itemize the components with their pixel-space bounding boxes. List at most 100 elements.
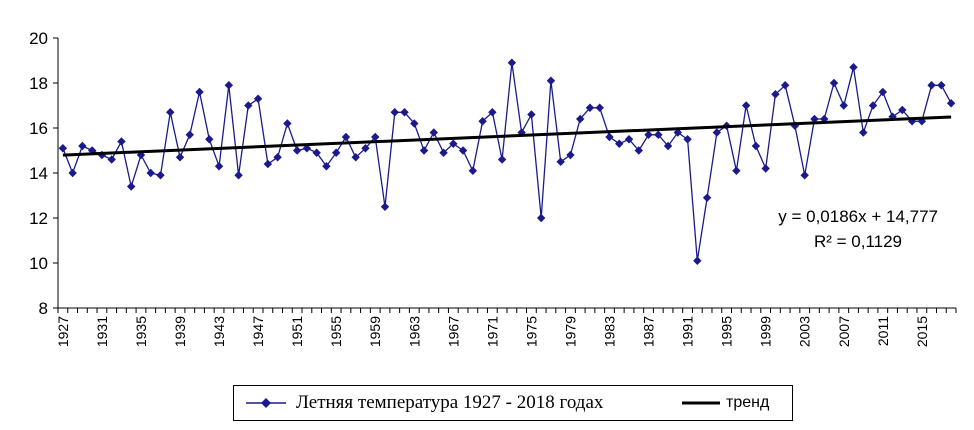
temperature-line xyxy=(62,62,952,261)
y-tick-label: 18 xyxy=(29,74,48,93)
x-tick-label: 2015 xyxy=(914,316,930,347)
data-point xyxy=(556,157,565,166)
x-tick-label: 1947 xyxy=(250,316,266,347)
data-point xyxy=(898,105,907,115)
data-point xyxy=(439,148,448,157)
x-tick-label: 1939 xyxy=(172,316,188,347)
data-point xyxy=(829,78,839,88)
data-point xyxy=(87,146,97,155)
legend-item-temperature: Летняя температура 1927 - 2018 годах xyxy=(244,386,603,420)
data-point xyxy=(595,103,604,112)
data-point xyxy=(654,130,663,139)
data-point xyxy=(927,81,936,90)
x-tick-label: 1979 xyxy=(562,316,578,347)
data-point xyxy=(322,162,331,171)
data-point xyxy=(663,141,673,151)
data-point xyxy=(634,146,643,155)
y-tick-label: 14 xyxy=(29,164,48,183)
data-point xyxy=(868,101,878,110)
data-point xyxy=(644,130,653,139)
data-point xyxy=(771,90,780,99)
x-tick-label: 1967 xyxy=(445,316,461,347)
y-axis: 8 10 12 14 16 18 20 xyxy=(29,29,59,318)
data-point xyxy=(107,155,116,164)
trend-series xyxy=(62,115,952,157)
data-point xyxy=(97,150,107,160)
data-point xyxy=(214,162,224,171)
x-tick-label: 1955 xyxy=(328,316,344,347)
data-point xyxy=(58,144,68,153)
data-point xyxy=(839,101,848,110)
data-point xyxy=(127,182,136,191)
data-point xyxy=(351,153,360,162)
x-tick-label: 1999 xyxy=(758,316,774,347)
x-tick-label: 1983 xyxy=(601,316,617,347)
y-tick-label: 16 xyxy=(29,119,48,138)
data-point xyxy=(166,108,175,117)
data-point xyxy=(507,58,517,67)
data-point xyxy=(712,128,722,137)
data-point xyxy=(78,141,87,151)
data-point xyxy=(68,168,77,178)
x-tick-label: 1943 xyxy=(211,316,227,347)
data-point xyxy=(800,171,809,180)
data-point xyxy=(683,135,692,144)
data-point xyxy=(361,144,370,153)
data-point xyxy=(693,256,702,265)
y-tick-label: 12 xyxy=(29,209,48,228)
data-point xyxy=(859,128,868,137)
data-point xyxy=(478,117,487,126)
temperature-series xyxy=(58,58,956,265)
data-point xyxy=(380,202,390,211)
data-point xyxy=(585,103,595,112)
data-point xyxy=(458,146,468,155)
data-point xyxy=(751,141,761,151)
data-point xyxy=(429,128,438,137)
data-point xyxy=(185,130,194,139)
y-tick-label: 8 xyxy=(39,299,48,318)
x-tick-label: 1995 xyxy=(719,316,735,347)
data-point xyxy=(488,108,497,117)
data-point xyxy=(390,108,399,117)
data-point xyxy=(341,132,351,142)
data-point xyxy=(205,135,214,144)
data-point xyxy=(566,150,575,160)
data-point xyxy=(605,132,614,142)
x-tick-label: 1931 xyxy=(94,316,110,347)
x-tick-label: 1927 xyxy=(55,316,71,347)
data-point xyxy=(761,164,770,173)
data-point xyxy=(624,135,634,144)
trend-r-squared: R² = 0,1129 xyxy=(814,232,902,251)
x-tick-label: 1963 xyxy=(406,316,422,347)
data-point xyxy=(527,110,536,119)
x-tick-label: 2003 xyxy=(797,316,813,347)
data-point xyxy=(234,171,243,180)
x-tick-label: 1991 xyxy=(680,316,696,347)
data-point xyxy=(546,76,556,85)
x-tick-label: 1951 xyxy=(289,316,305,347)
data-point xyxy=(810,114,819,124)
data-point xyxy=(497,155,507,164)
data-point xyxy=(410,119,419,128)
y-tick-label: 20 xyxy=(29,29,48,48)
data-point xyxy=(946,99,956,108)
legend: Летняя температура 1927 - 2018 годах тре… xyxy=(233,385,793,421)
data-point xyxy=(615,139,624,148)
data-point xyxy=(849,63,858,72)
data-point xyxy=(536,213,546,223)
data-point xyxy=(937,81,946,90)
trend-equation: y = 0,0186x + 14,777 xyxy=(778,207,938,226)
data-point xyxy=(117,137,126,146)
x-tick-label: 1975 xyxy=(523,316,539,347)
data-point xyxy=(878,87,887,97)
legend-swatch-temperature xyxy=(246,398,286,408)
data-point xyxy=(732,166,741,175)
data-point xyxy=(273,153,282,162)
data-point xyxy=(146,168,155,178)
data-point xyxy=(156,171,165,180)
data-point xyxy=(673,128,683,137)
data-point xyxy=(283,119,292,128)
x-axis: 1927 1931 1935 1939 1943 1947 1951 1955 1959 1963… xyxy=(55,307,957,347)
data-point xyxy=(195,87,204,97)
data-point xyxy=(244,101,253,110)
